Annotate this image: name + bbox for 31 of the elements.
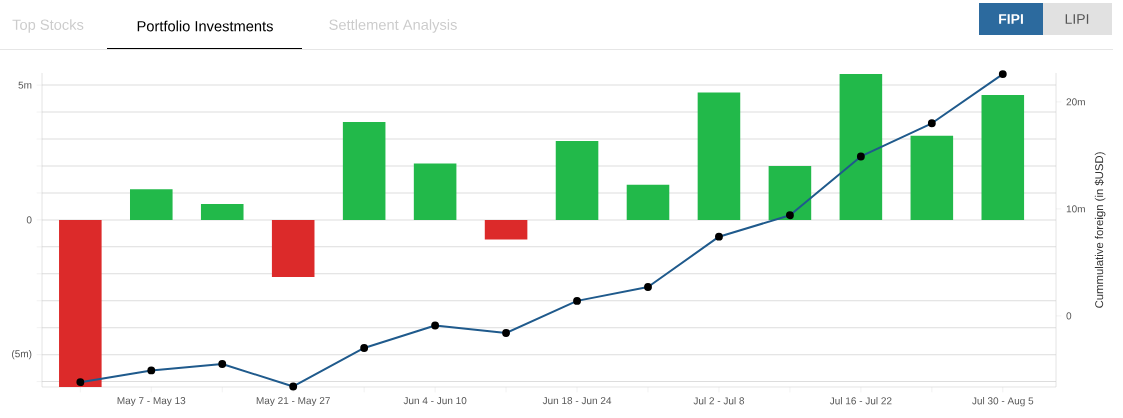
bar xyxy=(839,74,883,220)
x-tick-label: May 7 - May 13 xyxy=(117,397,186,407)
x-tick-label: May 21 - May 27 xyxy=(256,397,330,407)
bar xyxy=(413,163,457,220)
bar xyxy=(342,122,386,220)
bar xyxy=(697,92,741,220)
y2-axis-title: Cummulative foreign (in $USD) xyxy=(1094,152,1106,308)
x-tick-label: Jun 18 - Jun 24 xyxy=(542,397,612,405)
y-tick-label: 5m xyxy=(18,81,32,89)
bar xyxy=(910,135,954,220)
y2-tick-label: 10m xyxy=(1066,205,1085,213)
bar xyxy=(555,140,599,220)
x-tick-label: Jul 2 - Jul 8 xyxy=(693,397,745,405)
text: FIPI xyxy=(999,14,1023,24)
bar xyxy=(484,219,528,240)
y2-tick-label: 0 xyxy=(1066,312,1072,320)
text: Portfolio Investments xyxy=(137,20,273,32)
y-tick-label: 0 xyxy=(26,216,32,224)
bar xyxy=(200,203,244,220)
bar xyxy=(768,165,812,220)
bar xyxy=(981,95,1025,220)
x-tick-label: Jun 4 - Jun 10 xyxy=(403,397,467,405)
bar xyxy=(271,219,315,278)
y2-tick-label: 20m xyxy=(1066,98,1085,106)
text: LIPI xyxy=(1065,14,1089,24)
bar xyxy=(626,184,670,220)
y-tick-label: (5m) xyxy=(12,350,32,360)
x-tick-label: Jul 30 - Aug 5 xyxy=(972,397,1034,407)
bar xyxy=(59,219,102,387)
x-tick-label: Jul 16 - Jul 22 xyxy=(829,397,892,405)
bar xyxy=(129,189,173,220)
